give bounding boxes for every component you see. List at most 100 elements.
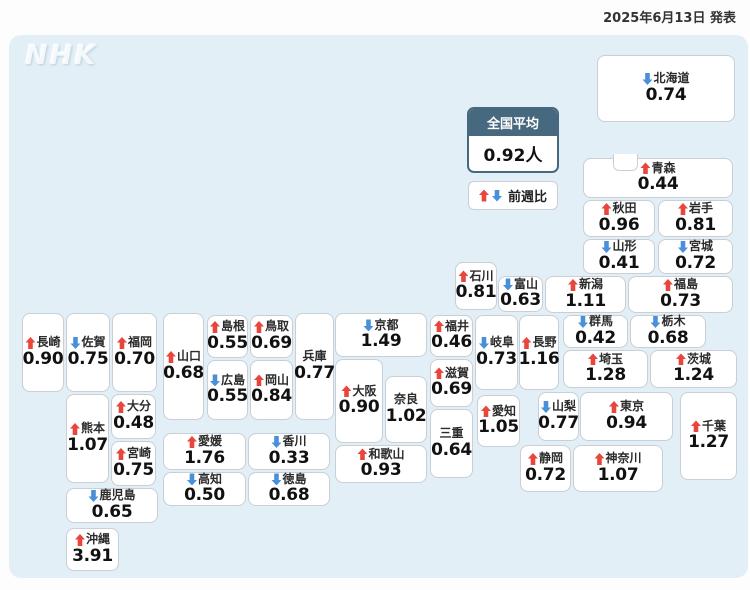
prefecture-value: 1.02 [385,405,427,426]
national-average-box: 全国平均 0.92人 [467,107,559,173]
prefecture-name: 鳥取 [264,319,289,334]
tile-nagano: 長野 1.16 [518,315,560,390]
prefecture-name: 徳島 [282,471,307,486]
prefecture-name: 大分 [126,399,151,414]
down-arrow-icon [540,400,551,413]
down-arrow-icon [491,189,502,202]
up-arrow-icon [594,452,605,465]
prefecture-value: 1.76 [184,447,225,468]
prefecture-value: 0.69 [251,332,292,353]
up-arrow-icon [640,162,651,175]
prefecture-name: 高知 [197,471,222,486]
national-average-value: 0.92人 [483,146,543,166]
tile-miyagi: 宮城 0.72 [658,239,733,274]
prefecture-name: 静岡 [538,451,563,466]
prefecture-name: 山梨 [551,399,576,414]
prefecture-value: 0.77 [538,412,579,433]
up-arrow-icon [25,336,36,349]
down-arrow-icon [363,319,374,332]
tile-gifu: 岐阜 0.73 [475,315,518,390]
tile-akita: 秋田 0.96 [583,200,655,237]
tile-toyama: 富山 0.63 [498,276,543,312]
prefecture-value: 1.07 [597,464,639,485]
up-arrow-icon [186,435,197,448]
tile-yamanashi: 山梨 0.77 [538,392,579,441]
tile-okayama: 岡山 0.84 [250,360,293,420]
up-arrow-icon [677,202,688,215]
up-arrow-icon [601,202,612,215]
tile-yamaguchi: 山口 0.68 [163,313,204,420]
tile-shimane: 島根 0.55 [207,315,248,358]
tile-miyazaki: 宮崎 0.75 [111,441,156,486]
prefecture-value: 1.16 [518,348,560,369]
tile-kagoshima: 鹿児島 0.65 [66,488,158,523]
prefecture-value: 1.27 [688,432,729,453]
prefecture-name: 茨城 [686,351,711,366]
tile-tochigi: 栃木 0.68 [630,314,706,348]
prefecture-value: 0.93 [360,460,402,481]
prefecture-value: 1.24 [673,365,714,386]
down-arrow-icon [642,72,653,85]
prefecture-name: 沖縄 [85,532,110,547]
down-arrow-icon [271,473,282,486]
prefecture-value: 1.07 [67,434,108,455]
tile-fukushima: 福島 0.73 [628,276,733,313]
tile-yamagata: 山形 0.41 [583,239,655,274]
tile-hokkaido: 北海道 0.74 [597,55,735,122]
prefecture-name: 新潟 [578,277,603,292]
up-arrow-icon [253,320,264,333]
up-arrow-icon [458,270,469,283]
prefecture-name: 青森 [651,160,676,175]
prefecture-name: 京都 [374,317,399,332]
tile-fukui: 福井 0.46 [430,315,473,357]
prefecture-name: 東京 [619,399,644,414]
tile-ehime: 愛媛 1.76 [163,433,246,470]
prefecture-name: 奈良 [393,392,418,407]
down-arrow-icon [478,336,489,349]
prefecture-value: 0.64 [431,439,472,460]
tile-tokyo: 東京 0.94 [580,392,673,441]
prefecture-name: 和歌山 [368,446,405,461]
prefecture-value: 0.68 [647,327,689,348]
nhk-logo: NHK [25,40,98,71]
prefecture-value: 0.72 [525,464,566,485]
tile-chiba: 千葉 1.27 [680,392,737,480]
up-arrow-icon [115,447,126,460]
tile-saga: 佐賀 0.75 [66,313,110,392]
tile-hyogo: 兵庫 0.77 [294,313,335,420]
up-arrow-icon [209,320,220,333]
up-arrow-icon [341,385,352,398]
tile-kyoto: 京都 1.49 [335,313,427,357]
prefecture-name: 大阪 [352,383,377,398]
down-arrow-icon [502,278,513,291]
prefecture-name: 富山 [513,276,538,291]
prefecture-name: 兵庫 [302,349,327,364]
tile-fukuoka: 福岡 0.70 [112,313,157,392]
prefecture-value: 0.72 [675,252,716,273]
prefecture-name: 愛知 [491,403,516,418]
up-arrow-icon [253,374,264,387]
prefecture-name: 宮城 [688,239,713,254]
tile-shizuoka: 静岡 0.72 [520,445,571,492]
prefecture-name: 佐賀 [81,335,106,350]
up-arrow-icon [521,336,532,349]
prefecture-value: 0.84 [251,386,292,407]
prefecture-name: 広島 [220,372,245,387]
tile-nagasaki: 長崎 0.90 [22,313,64,392]
down-arrow-icon [577,315,588,328]
prefecture-value: 0.55 [207,332,248,353]
prefecture-value: 0.44 [637,174,679,195]
tile-tokushima: 徳島 0.68 [248,472,330,506]
tile-shiga: 滋賀 0.69 [430,359,473,407]
down-arrow-icon [650,315,661,328]
prefecture-value: 0.96 [598,214,640,235]
prefecture-value: 0.63 [500,290,541,311]
tile-osaka: 大阪 0.90 [335,359,383,443]
down-arrow-icon [70,336,81,349]
tile-aomori: 青森 0.44 [583,158,733,198]
up-arrow-icon [527,452,538,465]
tile-oita: 大分 0.48 [111,394,156,439]
up-arrow-icon [690,420,701,433]
prefecture-name: 滋賀 [444,365,469,380]
